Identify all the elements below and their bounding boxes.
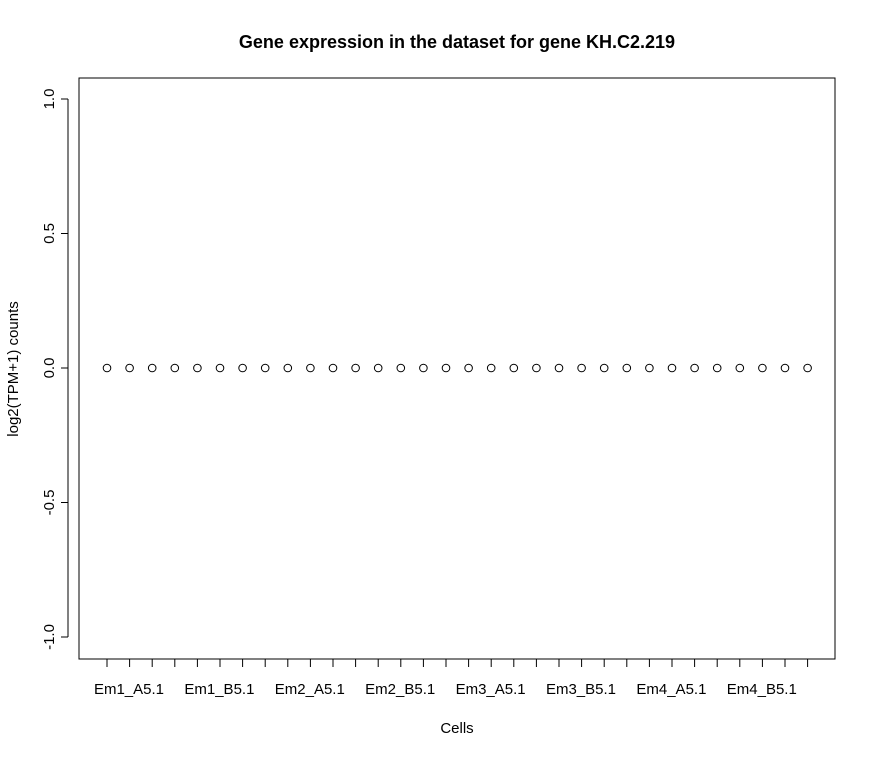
data-point — [532, 363, 541, 373]
x-tick-label: Em1_B5.1 — [184, 681, 254, 698]
data-point — [419, 363, 428, 373]
data-point — [645, 363, 654, 373]
data-points — [102, 363, 812, 373]
data-point — [125, 363, 134, 373]
data-point — [170, 363, 180, 373]
x-tick-label: Em4_B5.1 — [727, 681, 797, 698]
data-point — [577, 363, 586, 373]
data-point — [396, 363, 406, 373]
data-point — [283, 363, 293, 373]
data-point — [464, 363, 473, 373]
x-tick-label: Em3_A5.1 — [456, 681, 526, 698]
x-tick-label: Em2_B5.1 — [365, 681, 435, 698]
data-point — [667, 363, 677, 373]
y-tick-label: 0.5 — [41, 223, 58, 244]
plot-frame — [78, 77, 836, 660]
data-point — [758, 363, 767, 373]
data-point — [780, 363, 790, 373]
data-point — [554, 363, 564, 373]
data-point — [712, 363, 722, 373]
data-point — [147, 363, 157, 373]
data-point — [622, 363, 632, 373]
x-axis: Em1_A5.1 Em1_B5.1 Em2_A5.1 Em2_B5.1 Em3_A5.1… — [94, 658, 809, 698]
data-point — [328, 363, 338, 373]
data-point — [373, 363, 383, 373]
data-point — [351, 363, 360, 373]
x-tick-label: Em4_A5.1 — [636, 681, 706, 698]
data-point — [599, 363, 609, 373]
data-point — [509, 363, 519, 373]
data-point — [193, 363, 202, 373]
data-point — [441, 363, 451, 373]
data-point — [260, 363, 270, 373]
chart-title: Gene expression in the dataset for gene … — [239, 32, 675, 52]
y-tick-label: -1.0 — [41, 624, 58, 650]
y-axis-label: log2(TPM+1) counts — [5, 301, 22, 436]
y-axis: -1.0 -0.5 0.0 0.5 1.0 — [41, 89, 69, 650]
data-point — [238, 363, 247, 373]
data-point — [486, 363, 496, 373]
x-tick-label: Em3_B5.1 — [546, 681, 616, 698]
x-tick-label: Em2_A5.1 — [275, 681, 345, 698]
data-point — [306, 363, 315, 373]
y-tick-label: -0.5 — [41, 490, 58, 516]
data-point — [735, 363, 745, 373]
data-point — [102, 363, 112, 373]
data-point — [690, 363, 699, 373]
x-tick-label: Em1_A5.1 — [94, 681, 164, 698]
data-point — [803, 363, 812, 373]
y-tick-label: 1.0 — [41, 89, 58, 110]
data-point — [215, 363, 225, 373]
x-axis-label: Cells — [440, 720, 473, 737]
y-tick-label: 0.0 — [41, 358, 58, 379]
